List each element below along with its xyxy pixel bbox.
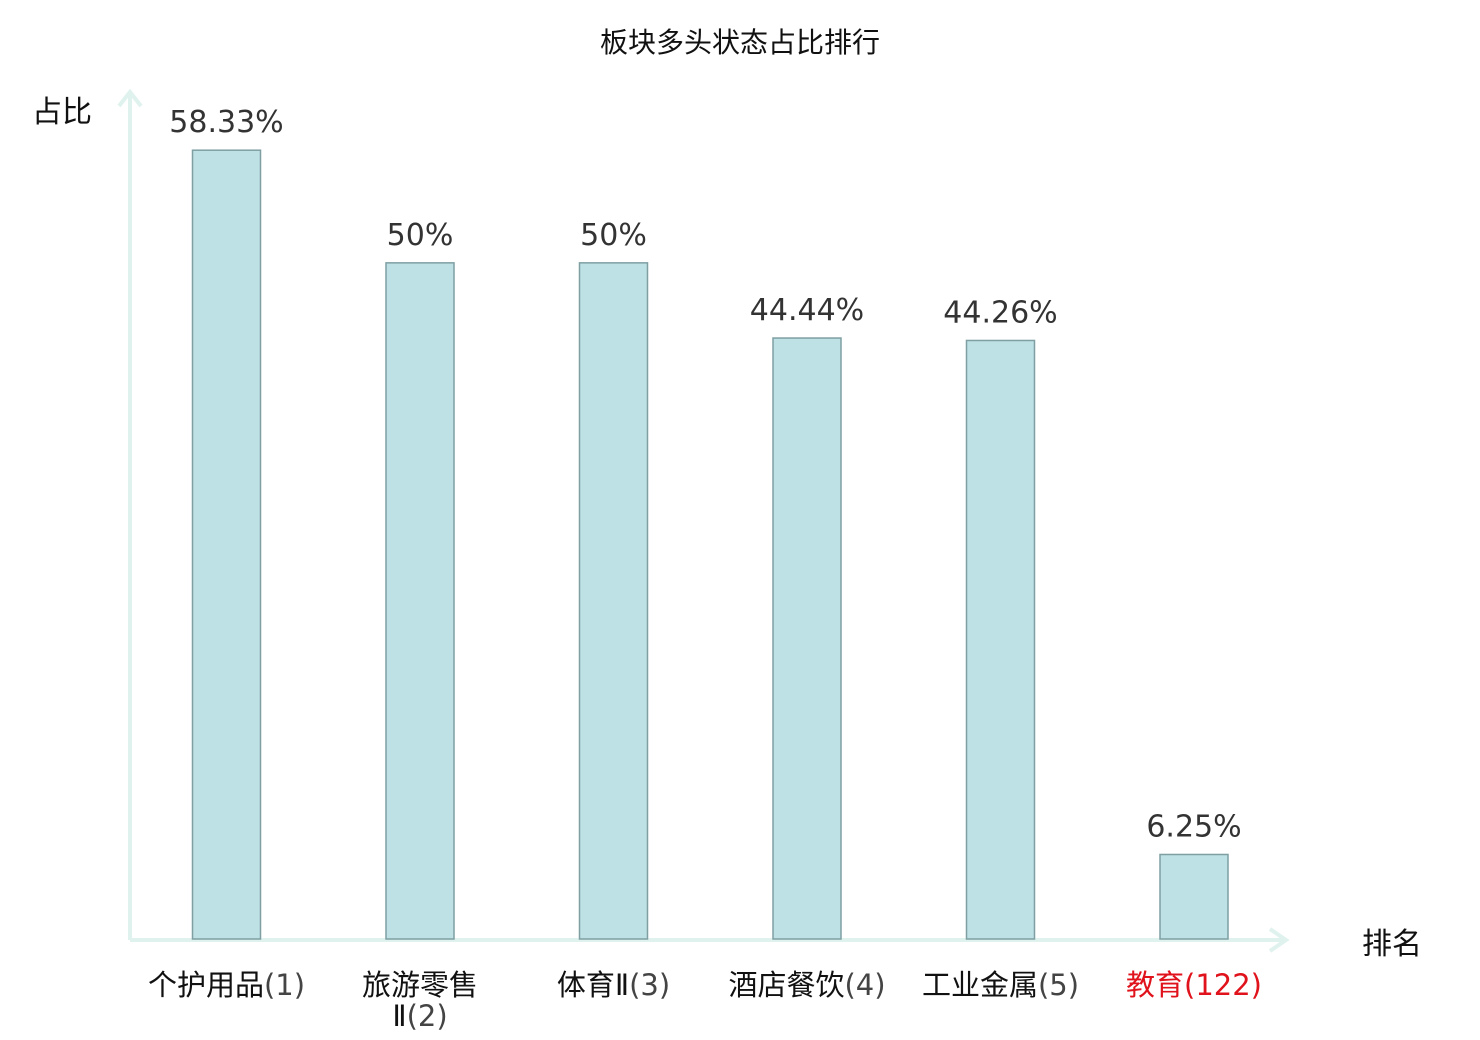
category-label-6: 教育(122) (1126, 968, 1262, 1002)
y-axis (117, 88, 143, 940)
value-labels-group: 58.33% 50% 50% 44.44% 44.26% 6.25% (169, 105, 1241, 844)
category-label-4: 酒店餐饮(4) (728, 968, 885, 1002)
bar-3 (578, 262, 649, 940)
chart-title: 板块多头状态占比排行 (600, 26, 880, 59)
value-label-2: 50% (387, 218, 454, 253)
value-label-1: 58.33% (169, 105, 283, 140)
category-label-1: 个护用品(1) (148, 968, 305, 1002)
y-axis-label: 占比 (32, 95, 92, 130)
category-label-3: 体育Ⅱ(3) (557, 968, 670, 1002)
bar-4 (772, 337, 842, 940)
category-label-2: 旅游零售 Ⅱ(2) (362, 968, 478, 1033)
bar-2 (385, 262, 455, 940)
category-label-5: 工业金属(5) (922, 968, 1079, 1002)
x-axis-label: 排名 (1362, 927, 1422, 962)
bars-group (191, 149, 1229, 940)
value-label-5: 44.26% (943, 295, 1057, 330)
x-axis (130, 927, 1290, 953)
category-labels-group: 个护用品(1) 旅游零售 Ⅱ(2) 体育Ⅱ(3) 酒店餐饮(4) 工业金属(5) 教育(12… (148, 968, 1262, 1033)
value-label-4: 44.44% (750, 293, 864, 328)
bar-5 (965, 339, 1036, 940)
bar-6 (1159, 853, 1229, 940)
bar-1 (191, 149, 262, 940)
value-label-6: 6.25% (1146, 809, 1241, 844)
value-label-3: 50% (580, 218, 647, 253)
